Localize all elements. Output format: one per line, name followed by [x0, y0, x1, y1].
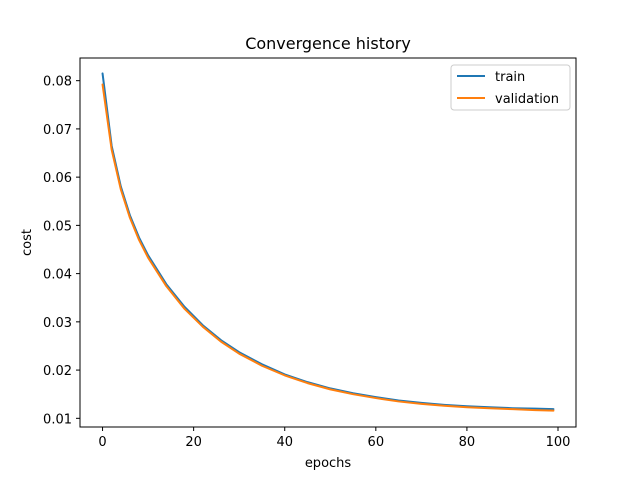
y-tick-label: 0.05	[43, 219, 72, 234]
x-tick-label: 100	[546, 435, 571, 450]
legend-label-validation: validation	[495, 92, 559, 107]
y-tick-label: 0.02	[43, 364, 72, 379]
chart-title: Convergence history	[245, 34, 411, 53]
x-tick-label: 80	[459, 435, 476, 450]
y-tick-label: 0.08	[43, 75, 72, 90]
x-tick-label: 60	[368, 435, 385, 450]
y-tick-label: 0.04	[43, 268, 72, 283]
legend: train validation	[450, 64, 571, 111]
y-tick-label: 0.07	[43, 123, 72, 138]
plot-series	[101, 72, 555, 412]
y-tick-label: 0.03	[43, 316, 72, 331]
x-tick-label: 20	[185, 435, 202, 450]
y-axis-title: cost	[20, 229, 35, 256]
x-axis-ticks: 0 20 40 60 80 100	[98, 427, 570, 450]
y-tick-label: 0.01	[43, 412, 72, 427]
x-axis-title: epochs	[305, 456, 352, 471]
plot-frame	[79, 57, 577, 428]
series-line-train	[101, 72, 555, 411]
y-tick-label: 0.06	[43, 171, 72, 186]
y-axis-ticks: 0.01 0.02 0.03 0.04 0.05 0.06 0.07 0.08	[43, 75, 80, 427]
legend-label-train: train	[495, 70, 525, 85]
series-line-validation	[101, 83, 555, 412]
x-tick-label: 0	[98, 435, 106, 450]
x-tick-label: 40	[276, 435, 293, 450]
